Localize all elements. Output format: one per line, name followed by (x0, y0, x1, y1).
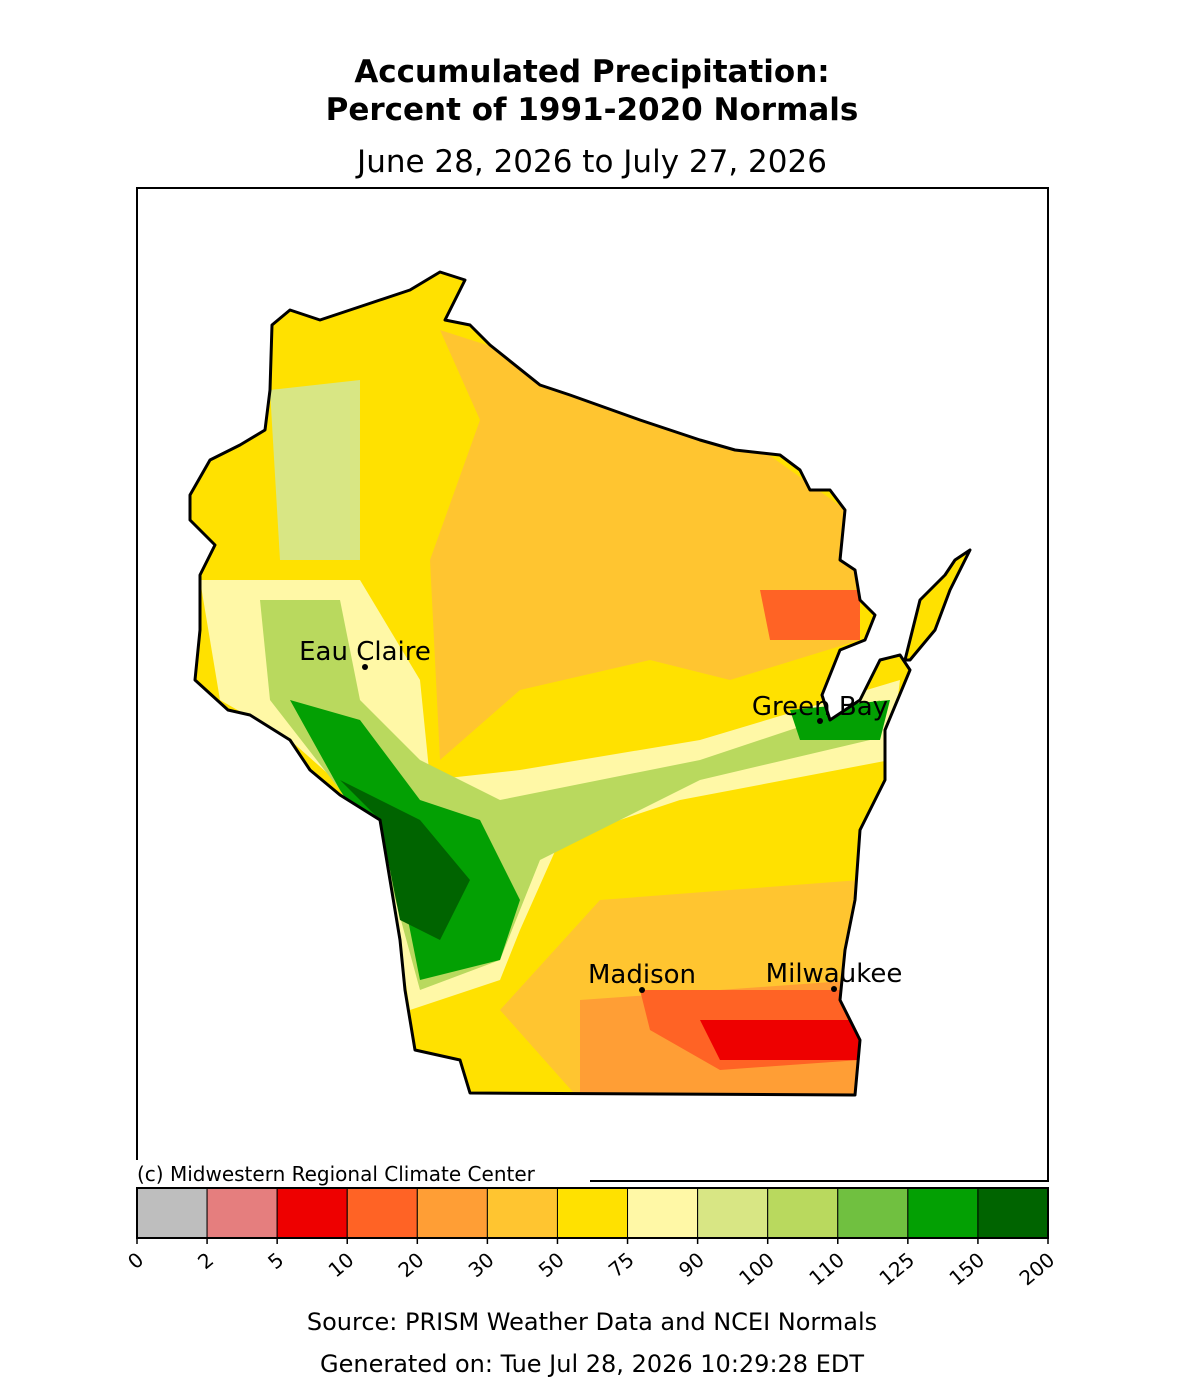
city-label: Eau Claire (299, 637, 431, 667)
city-label: Milwaukee (766, 959, 903, 989)
colorbar-bin (486, 1187, 558, 1239)
credit-background (134, 1160, 590, 1186)
colorbar-bin (697, 1187, 769, 1239)
colorbar-tick-label: 150 (944, 1247, 989, 1290)
title-line: Accumulated Precipitation: (354, 54, 829, 90)
colorbar-bin (556, 1187, 629, 1239)
colorbar-bin (837, 1187, 909, 1239)
colorbar-bin (136, 1187, 208, 1239)
colorbar-tick-label: 100 (734, 1247, 779, 1290)
colorbar-tick-label: 50 (534, 1247, 569, 1282)
subtitle: June 28, 2026 to July 27, 2026 (355, 144, 827, 180)
state-outline (903, 548, 972, 662)
colorbar-tick-label: 10 (324, 1247, 359, 1282)
city-dot (362, 664, 368, 670)
colorbar-bin (346, 1187, 418, 1239)
colorbar-tick-label: 0 (123, 1247, 148, 1274)
colorbar-bin (907, 1187, 979, 1239)
colorbar-frame (136, 1187, 1049, 1239)
map-frame (136, 187, 1049, 1182)
colorbar-bin (977, 1187, 1049, 1239)
colorbar-bin (276, 1187, 348, 1239)
colorbar-tick-label: 90 (674, 1247, 709, 1282)
city-label: Green Bay (752, 692, 888, 722)
colorbar-bin (767, 1187, 839, 1239)
title-line: Percent of 1991-2020 Normals (326, 92, 859, 128)
colorbar-bin (416, 1187, 488, 1239)
colorbar-tick-label: 5 (263, 1247, 288, 1274)
colorbar-tick-label: 20 (394, 1247, 429, 1282)
colorbar-tick-label: 125 (874, 1247, 919, 1290)
source: Source: PRISM Weather Data and NCEI Norm… (307, 1308, 877, 1336)
colorbar-tick-label: 110 (804, 1247, 849, 1290)
colorbar-tick-label: 200 (1015, 1247, 1060, 1290)
colorbar-tick-label: 2 (193, 1247, 218, 1274)
colorbar-bin (206, 1187, 278, 1239)
generated: Generated on: Tue Jul 28, 2026 10:29:28 … (320, 1350, 864, 1378)
city-dot (639, 987, 645, 993)
city-label: Madison (588, 960, 696, 990)
credit: (c) Midwestern Regional Climate Center (137, 1162, 536, 1186)
state-outline (188, 270, 912, 1097)
city-dot (817, 718, 823, 724)
colorbar-bin (627, 1187, 699, 1239)
city-dot (831, 986, 837, 992)
colorbar: 0 2 5 10 20 30 50 75 90 100 110 125 150 200 (123, 1187, 1060, 1290)
colorbar-tick-label: 75 (604, 1247, 639, 1282)
colorbar-tick-label: 30 (464, 1247, 499, 1282)
